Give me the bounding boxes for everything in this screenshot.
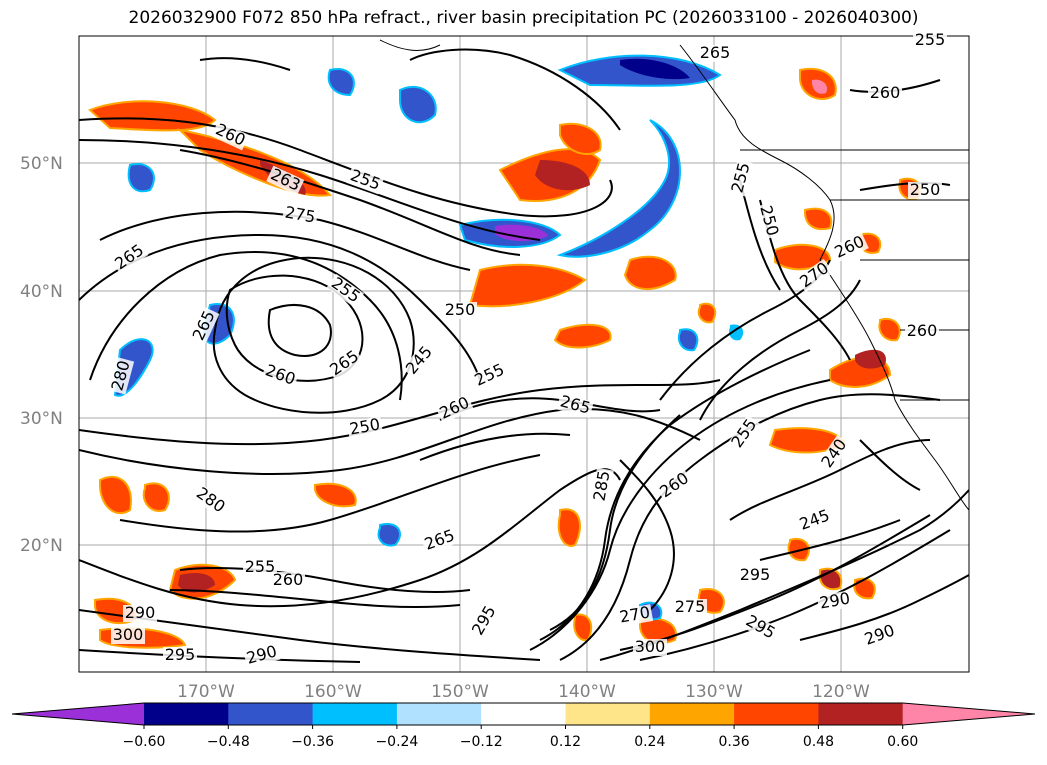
contour-label-bg [191, 483, 230, 518]
contour-label-bg [908, 182, 942, 199]
contour-label-bg [913, 32, 947, 49]
colorbar-tick-label: 0.36 [719, 734, 750, 750]
contour-label-bg [266, 165, 305, 196]
contour-label: 275 [675, 597, 706, 616]
colorbar-segment [734, 703, 819, 725]
contour-label-bg [111, 627, 145, 644]
contour-label-bg [346, 166, 385, 195]
contour-label-bg [738, 567, 772, 584]
contour-label-bg [905, 323, 939, 340]
contour-label-bg [591, 467, 614, 505]
lon-label-120w: 120°W [812, 682, 870, 702]
contour-label-bg [243, 559, 277, 576]
lat-label-40: 40°N [20, 282, 63, 302]
latitude-labels: 50°N 40°N 30°N 20°N [20, 154, 63, 556]
contour-label-bg [402, 342, 438, 380]
lon-label-140w: 140°W [558, 682, 616, 702]
colorbar-tick-label: 0.60 [887, 734, 918, 750]
contour-label: 300 [635, 637, 666, 656]
contour-label-bg [795, 258, 834, 293]
contour-label-bg [741, 611, 780, 644]
contour-label-bg [616, 604, 654, 627]
contour-label-bg [163, 647, 197, 664]
colorbar-tick-label: −0.36 [291, 734, 334, 750]
contour-label-bg [108, 357, 135, 395]
colorbar-extend-max [902, 703, 1035, 725]
contour-label: 250 [445, 300, 476, 319]
contour-label-bg [727, 414, 762, 453]
contour-label-bg [346, 416, 384, 439]
contour-label: 255 [245, 557, 276, 576]
colorbar-extend-min [12, 703, 144, 725]
refractivity-contours [79, 48, 969, 663]
contour-label: 250 [910, 180, 941, 199]
contour-label-bg [325, 346, 364, 381]
colorbar-tick-label: −0.60 [123, 734, 166, 750]
contour-label-bg [470, 360, 509, 391]
colorbar-segment [649, 703, 735, 725]
lon-label-170w: 170°W [177, 682, 235, 702]
contour-label-bg [243, 642, 281, 669]
contour-label-bg [817, 434, 852, 473]
contour-label-bg [211, 120, 250, 151]
colorbar-tick-label: −0.48 [207, 734, 250, 750]
colorbar-tick-label: 0.48 [803, 734, 834, 750]
contour-label-bg [189, 306, 220, 345]
contour-label: 255 [915, 30, 946, 49]
colorbar-segment [481, 703, 566, 725]
contour-label: 260 [907, 321, 938, 340]
lat-label-50: 50°N [20, 154, 63, 174]
colorbar-segment [565, 703, 651, 725]
contour-label-bg [261, 361, 300, 390]
contour-label-bg [633, 639, 667, 656]
contour-label: 290 [125, 603, 156, 622]
contour-label-bg [110, 240, 149, 275]
coastlines [379, 39, 969, 511]
contour-label-bg [556, 392, 594, 419]
lon-label-150w: 150°W [431, 682, 489, 702]
colorbar-segment [818, 703, 904, 725]
map-title: 2026032900 F072 850 hPa refract., river … [128, 8, 919, 28]
contour-label-bg [816, 590, 854, 613]
contour-label-bg [868, 85, 902, 102]
contour-label: 295 [165, 645, 196, 664]
colorbar-tick-label: 0.24 [634, 734, 665, 750]
colorbar-segment [228, 703, 314, 725]
contour-label-bg [435, 393, 474, 424]
colorbar-tick-label: 0.12 [550, 734, 581, 750]
contour-label-bg [443, 302, 477, 319]
lat-label-30: 30°N [20, 409, 63, 429]
contour-label-bg [271, 572, 305, 589]
longitude-labels: 170°W 160°W 150°W 140°W 130°W 120°W [177, 682, 870, 702]
contour-label-bg [795, 506, 834, 535]
colorbar-segment [312, 703, 398, 725]
colorbar-tick-label: −0.24 [375, 734, 418, 750]
contour-label: 295 [740, 565, 771, 584]
contour-label-bg [123, 605, 157, 622]
contour-label-bg [830, 232, 869, 263]
colorbar-tick-label: −0.12 [460, 734, 503, 750]
contour-label-bg [698, 45, 732, 62]
lon-label-130w: 130°W [685, 682, 743, 702]
colorbar [11, 702, 1036, 726]
contour-label-bg [281, 204, 319, 227]
contour-label-bg [326, 273, 365, 308]
contour-label-bg [468, 601, 501, 640]
colorbar-segment [144, 703, 229, 725]
contour-label-bg [673, 599, 707, 616]
contour-label: 260 [870, 83, 901, 102]
lon-label-160w: 160°W [304, 682, 362, 702]
colorbar-tick-labels: −0.60 −0.48 −0.36 −0.24 −0.12 0.12 0.24 0.36 0.4… [123, 725, 918, 750]
map-content [79, 36, 969, 672]
contour-label-bg [860, 621, 899, 650]
contour-label-bg [655, 468, 694, 503]
map-frame [78, 35, 970, 673]
contour-label: 260 [273, 570, 304, 589]
contour-label-bg [420, 526, 459, 555]
contour-label: 300 [113, 625, 144, 644]
colorbar-segment [396, 703, 482, 725]
contour-label: 265 [700, 43, 731, 62]
lat-label-20: 20°N [20, 536, 63, 556]
